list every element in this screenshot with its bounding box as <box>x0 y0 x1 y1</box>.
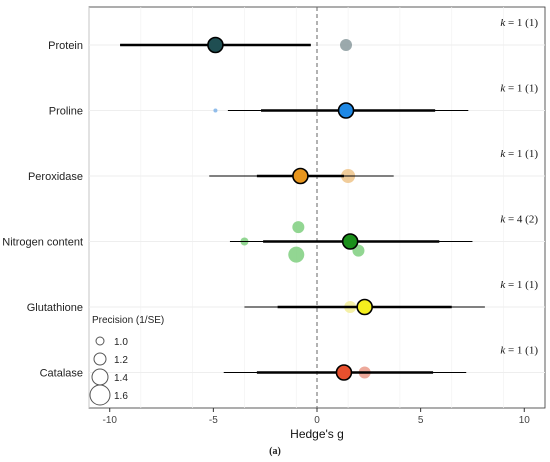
legend-key-label: 1.2 <box>114 355 128 366</box>
legend-key-circle <box>93 352 107 366</box>
pooled-estimate <box>356 298 373 316</box>
row-label: Proline <box>49 106 83 118</box>
study-point <box>292 221 305 234</box>
legend-key-circle <box>89 384 111 406</box>
pooled-estimate <box>292 167 309 185</box>
x-tick-label: 10 <box>519 415 531 426</box>
x-tick-label: 5 <box>418 415 424 426</box>
k-symbol: k <box>500 345 506 357</box>
legend-key-label: 1.6 <box>114 391 128 402</box>
forest-row: Glutathione k = 1 (1) <box>27 279 538 316</box>
x-tick-label: -5 <box>209 415 218 426</box>
precision-legend: Precision (1/SE) 1.0 1.2 1.4 1.6 <box>89 315 164 406</box>
plot-panel <box>88 6 546 409</box>
legend-key-label: 1.4 <box>114 373 128 384</box>
study-point <box>288 246 305 263</box>
k-annotation: k = 1 (1) <box>500 83 538 95</box>
row-label: Protein <box>48 40 83 52</box>
k-value: = 1 (1) <box>505 279 538 291</box>
study-point <box>340 39 353 51</box>
k-annotation: k = 1 (1) <box>500 17 538 29</box>
k-annotation: k = 1 (1) <box>500 345 538 357</box>
pooled-estimate <box>207 36 224 54</box>
k-value: = 1 (1) <box>505 17 538 29</box>
row-label: Peroxidase <box>28 171 83 183</box>
k-value: = 1 (1) <box>505 345 538 357</box>
row-label: Nitrogen content <box>2 237 83 249</box>
forest-row: Proline k = 1 (1) <box>49 83 538 119</box>
x-axis-title: Hedge's g <box>290 427 344 441</box>
k-annotation: k = 4 (2) <box>500 214 538 226</box>
figure-caption: (a) <box>269 446 281 457</box>
pooled-estimate <box>341 233 359 250</box>
legend-key-label: 1.0 <box>114 337 128 348</box>
x-tick-label: 0 <box>314 415 320 426</box>
row-label: Glutathione <box>27 302 83 314</box>
forest-row: Nitrogen content k = 4 (2) <box>2 214 538 263</box>
k-value: = 4 (2) <box>505 214 538 226</box>
pooled-estimate <box>335 364 353 381</box>
study-point <box>213 108 218 113</box>
legend-key-circle <box>91 368 109 386</box>
row-label: Catalase <box>40 368 83 380</box>
forest-row: Protein k = 1 (1) <box>48 17 538 54</box>
x-tick-label: -10 <box>103 415 118 426</box>
k-symbol: k <box>500 214 506 226</box>
forest-row: Catalase k = 1 (1) <box>40 345 538 381</box>
forest-row: Peroxidase k = 1 (1) <box>28 148 538 185</box>
legend-key-circle <box>95 336 105 346</box>
k-symbol: k <box>500 17 506 29</box>
k-value: = 1 (1) <box>505 83 538 95</box>
legend-title: Precision (1/SE) <box>92 315 164 326</box>
pooled-estimate <box>337 102 355 119</box>
k-symbol: k <box>500 279 506 291</box>
k-value: = 1 (1) <box>505 148 538 160</box>
k-symbol: k <box>500 148 506 160</box>
k-annotation: k = 1 (1) <box>500 148 538 160</box>
k-symbol: k <box>500 83 506 95</box>
k-annotation: k = 1 (1) <box>500 279 538 291</box>
